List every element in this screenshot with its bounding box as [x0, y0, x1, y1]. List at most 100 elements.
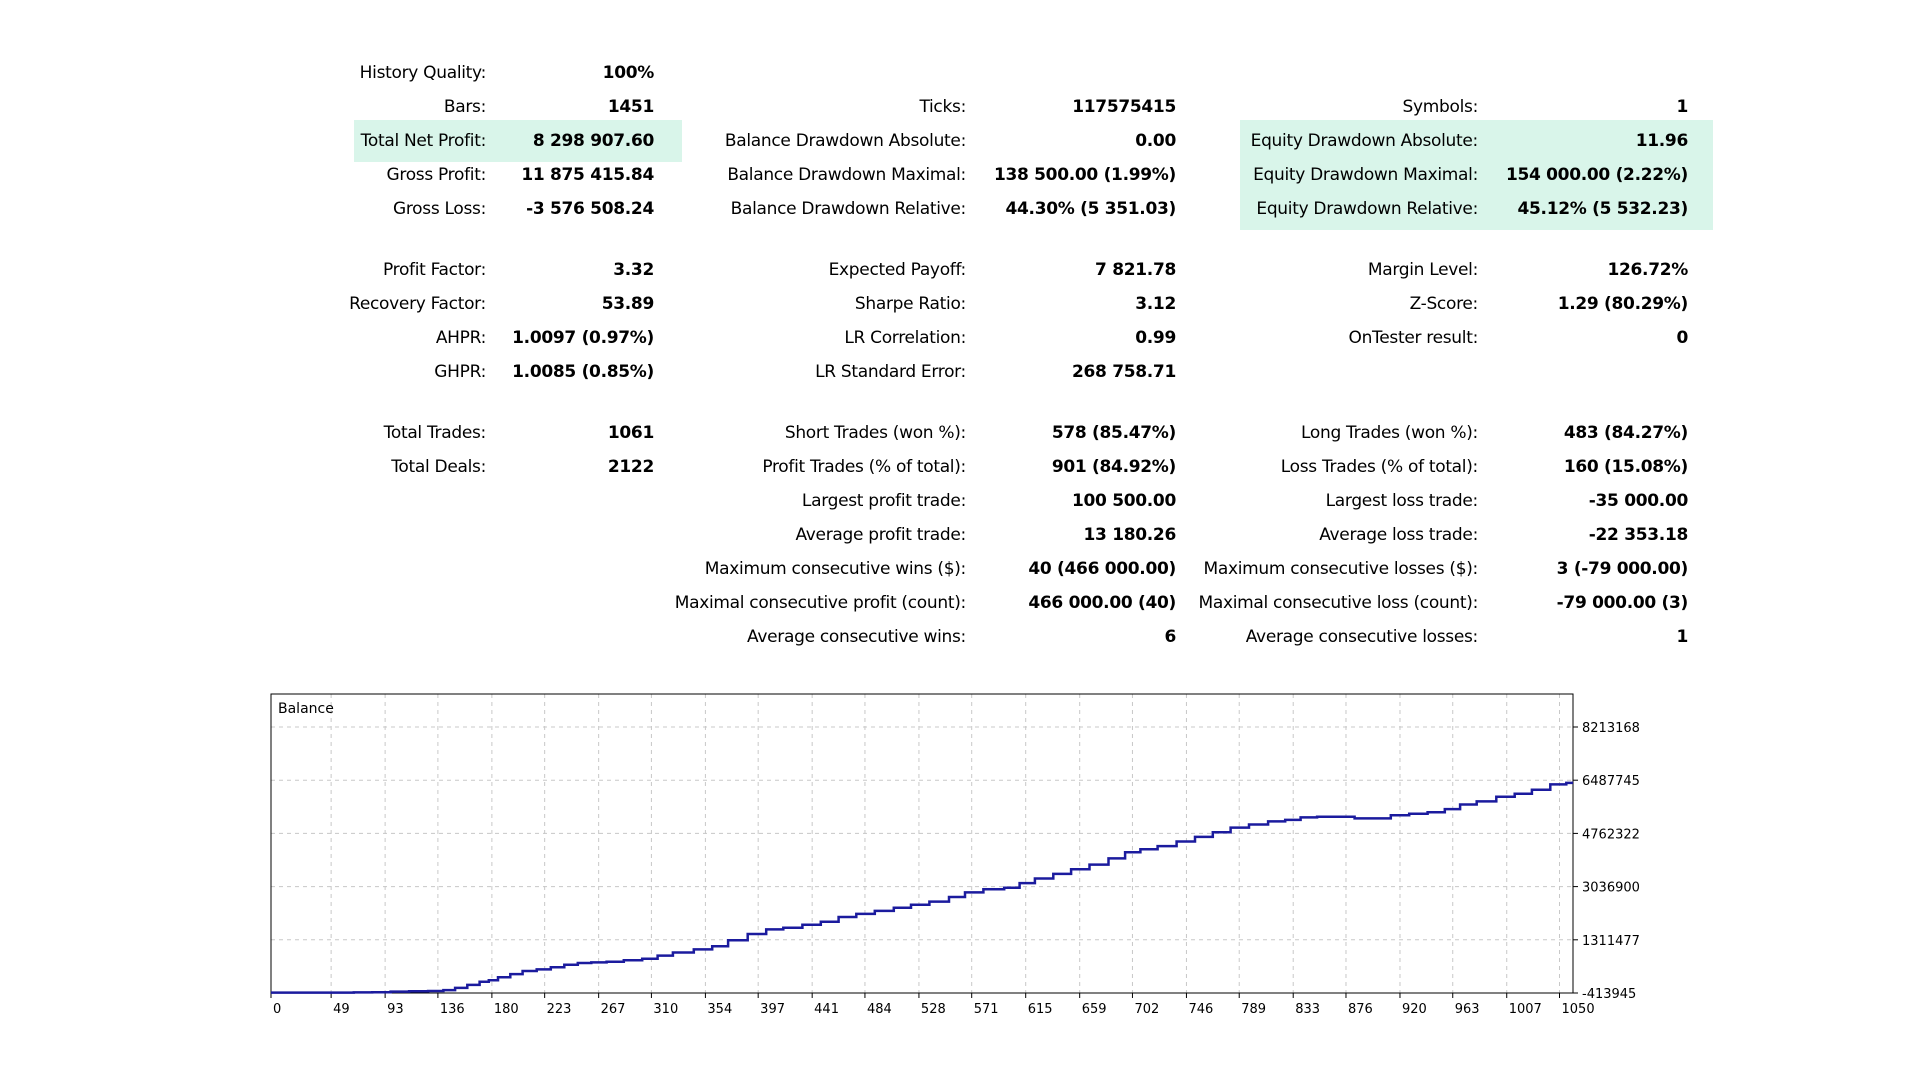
y-tick-label: 4762322 [1582, 827, 1640, 842]
stat-value: 40 (466 000.00) [1028, 559, 1176, 579]
stat-label: Maximum consecutive losses ($): [1203, 559, 1478, 579]
stat-label: Equity Drawdown Absolute: [1250, 131, 1479, 151]
x-tick-label: 659 [1082, 1002, 1107, 1017]
stat-value: 117575415 [1072, 97, 1176, 117]
x-tick-label: 963 [1455, 1002, 1480, 1017]
x-tick-label: 876 [1348, 1002, 1373, 1017]
stat-label: AHPR: [435, 328, 486, 348]
stat-label: OnTester result: [1348, 328, 1478, 348]
stat-value: 160 (15.08%) [1563, 457, 1688, 477]
stat-label: Balance Drawdown Absolute: [724, 131, 966, 151]
stat-value: 1451 [607, 97, 654, 117]
stat-value: 138 500.00 (1.99%) [993, 165, 1176, 185]
stat-value: 2122 [607, 457, 654, 477]
x-tick-label: 441 [814, 1002, 839, 1017]
stat-value: 13 180.26 [1083, 525, 1177, 545]
equity-drawdown-highlight [1240, 120, 1713, 230]
balance-series-line [271, 781, 1573, 994]
x-tick-label: 180 [494, 1002, 519, 1017]
stat-label: Symbols: [1402, 97, 1478, 117]
x-tick-label: 789 [1241, 1002, 1266, 1017]
x-tick-label: 0 [273, 1002, 281, 1017]
stat-label: Largest profit trade: [801, 491, 966, 511]
stat-value: 483 (84.27%) [1563, 423, 1688, 443]
stat-label: Largest loss trade: [1325, 491, 1479, 511]
stat-label: Long Trades (won %): [1301, 423, 1478, 443]
stat-value: 53.89 [601, 294, 655, 314]
stat-value: 1 [1676, 97, 1688, 117]
x-tick-label: 310 [653, 1002, 678, 1017]
stat-label: Gross Loss: [392, 199, 486, 219]
stat-value: 1 [1676, 627, 1688, 647]
x-tick-label: 920 [1402, 1002, 1427, 1017]
stat-value: 578 (85.47%) [1051, 423, 1176, 443]
stat-value: 1.0097 (0.97%) [512, 328, 654, 348]
y-tick-label: 1311477 [1582, 934, 1640, 949]
stat-label: Ticks: [919, 97, 966, 117]
x-tick-label: 354 [707, 1002, 732, 1017]
stat-label: Gross Profit: [386, 165, 487, 185]
stat-value: 0 [1676, 328, 1688, 348]
x-tick-label: 746 [1188, 1002, 1213, 1017]
stat-value: 3.12 [1135, 294, 1176, 314]
stat-label: Maximal consecutive profit (count): [674, 593, 967, 613]
x-tick-label: 49 [333, 1002, 350, 1017]
stat-value: 1.29 (80.29%) [1557, 294, 1689, 314]
stat-label: Expected Payoff: [828, 260, 967, 280]
x-tick-label: 528 [921, 1002, 946, 1017]
y-tick-label: 8213168 [1582, 721, 1640, 736]
x-tick-label: 833 [1295, 1002, 1320, 1017]
net-profit-highlight [354, 120, 682, 162]
stat-value: 6 [1164, 627, 1176, 647]
stat-label: Average profit trade: [795, 525, 966, 545]
stat-value: 268 758.71 [1071, 362, 1176, 382]
stat-label: Sharpe Ratio: [854, 294, 966, 314]
stat-label: Maximum consecutive wins ($): [704, 559, 967, 579]
x-tick-label: 223 [547, 1002, 572, 1017]
stat-value: 11.96 [1635, 131, 1689, 151]
stat-value: 1.0085 (0.85%) [512, 362, 654, 382]
stat-value: -3 576 508.24 [526, 199, 654, 219]
stat-label: Short Trades (won %): [784, 423, 966, 443]
stat-value: 154 000.00 (2.22%) [1505, 165, 1688, 185]
stat-value: -22 353.18 [1588, 525, 1689, 545]
stat-value: 466 000.00 (40) [1028, 593, 1176, 613]
stat-label: Maximal consecutive loss (count): [1198, 593, 1478, 613]
y-axis-ticks: 8213168 6487745 4762322 3036900 1311477 -4139… [1573, 721, 1640, 1002]
x-tick-label: 702 [1134, 1002, 1159, 1017]
stat-label: Average loss trade: [1319, 525, 1478, 545]
chart-grid [270, 694, 1573, 994]
y-tick-label: 3036900 [1582, 881, 1640, 896]
x-tick-label: 397 [760, 1002, 785, 1017]
stat-value: 0.00 [1135, 131, 1176, 151]
x-tick-label: 571 [974, 1002, 999, 1017]
chart-title: Balance [278, 701, 334, 717]
x-tick-label: 484 [867, 1002, 892, 1017]
stat-label: Margin Level: [1367, 260, 1478, 280]
stat-value: 11 875 415.84 [521, 165, 654, 185]
balance-chart-svg: Balance 8213168 6487745 4762322 3036900 1311… [270, 693, 1640, 1017]
stat-value: 3 (-79 000.00) [1556, 559, 1689, 579]
stat-label: Total Trades: [383, 423, 487, 443]
stat-value: -79 000.00 (3) [1556, 593, 1689, 613]
stat-value: 1061 [607, 423, 654, 443]
x-tick-label: 93 [387, 1002, 404, 1017]
stat-value: 0.99 [1135, 328, 1176, 348]
x-axis-ticks: 0 49 93 136 180 223 267 310 354 397 441 484 528 571 61… [270, 993, 1595, 1017]
stat-value: 901 (84.92%) [1051, 457, 1176, 477]
stat-label: Equity Drawdown Relative: [1256, 199, 1478, 219]
stat-label: History Quality: [359, 63, 487, 83]
x-tick-label: 267 [601, 1002, 626, 1017]
stat-value: 44.30% (5 351.03) [1005, 199, 1176, 219]
stat-label: Profit Trades (% of total): [762, 457, 966, 477]
stat-label: Average consecutive wins: [747, 627, 966, 647]
stat-value: -35 000.00 [1588, 491, 1689, 511]
stat-value: 7 821.78 [1095, 260, 1176, 280]
x-tick-label: 1050 [1562, 1002, 1595, 1017]
stat-label: Balance Drawdown Maximal: [727, 165, 966, 185]
balance-chart: Balance 8213168 6487745 4762322 3036900 1311… [270, 693, 1670, 1023]
stat-value: 3.32 [613, 260, 654, 280]
chart-frame [270, 693, 1574, 994]
stat-value: 45.12% (5 532.23) [1517, 199, 1688, 219]
stat-value: 100% [602, 63, 655, 83]
